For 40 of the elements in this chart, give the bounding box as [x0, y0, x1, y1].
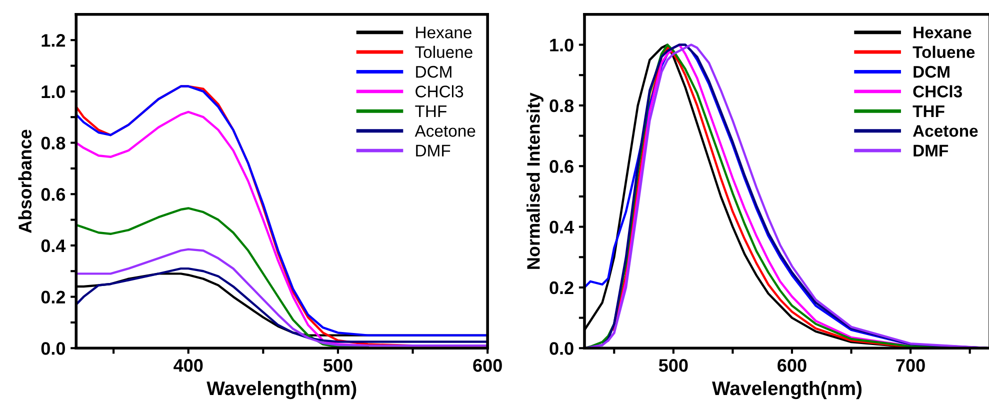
legend-label: Hexane [914, 26, 972, 38]
line-series [76, 207, 369, 348]
x-tick-label: 600 [473, 359, 502, 372]
legend-label: CHCl3 [416, 85, 464, 98]
y-axis-title: Normalised Intensity [526, 92, 544, 269]
legend-label: Toluene [912, 46, 975, 58]
y-tick-label: 0.4 [41, 239, 66, 252]
x-tick-label: 600 [778, 359, 806, 372]
text: 0.0 [41, 342, 65, 355]
y-tick-label: 0.6 [550, 160, 574, 173]
y-axis-title: Absorbance [18, 130, 32, 233]
x-tick-label: 400 [174, 359, 203, 372]
legend-label: Hexane [416, 26, 472, 38]
legend-label: Acetone [912, 125, 978, 137]
line-series [76, 267, 488, 343]
text: 1.0 [42, 85, 65, 98]
x-tick-label: 500 [658, 359, 688, 372]
text: 1.0 [550, 38, 574, 52]
y-tick-label: 1.2 [42, 34, 66, 47]
text: 0.0 [550, 342, 574, 355]
y-tick-label: 0.2 [550, 281, 574, 294]
legend-label: Acetone [414, 125, 476, 137]
legend-label: DMF [416, 144, 450, 156]
y-tick-label: 0.4 [550, 220, 574, 234]
x-axis-title: Wavelength(nm) [206, 380, 356, 400]
legend-label: THF [415, 106, 446, 117]
line-series [76, 248, 488, 347]
y-tick-label: 0.8 [550, 99, 574, 112]
legend-label: Toluene [415, 46, 472, 58]
legend-label: DCM [416, 66, 452, 78]
y-tick-label: 0.2 [41, 290, 66, 304]
y-tick-label: 0.8 [41, 136, 66, 150]
legend-label: DCM [914, 66, 950, 78]
y-tick-label: 0.6 [41, 188, 66, 201]
x-axis-title: Wavelength(nm) [712, 380, 862, 400]
x-tick-label: 500 [323, 359, 352, 372]
legend-label: DMF [914, 144, 948, 156]
x-tick-label: 700 [896, 359, 925, 372]
legend-label: THF [912, 106, 944, 117]
legend-label: CHCl3 [913, 85, 962, 98]
